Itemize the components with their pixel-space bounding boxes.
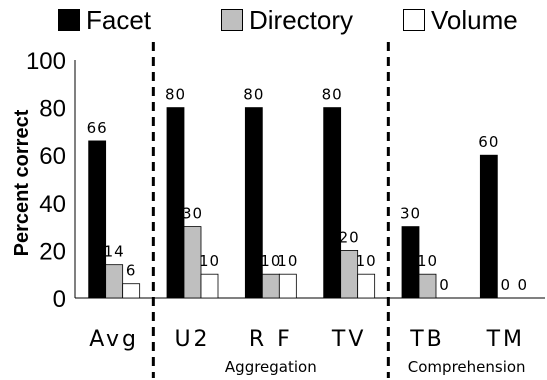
data-label-directory: 14: [104, 243, 125, 261]
x-tick-label: Avg: [89, 327, 139, 352]
data-label-facet: 80: [165, 86, 186, 104]
bar-directory-tb: [418, 273, 437, 299]
data-label-facet: 30: [400, 205, 421, 223]
data-label-directory: 10: [417, 252, 438, 270]
bar-volume-tv: [357, 273, 376, 299]
data-label-facet: 80: [322, 86, 343, 104]
y-tick-label: 80: [39, 96, 66, 123]
bar-facet-tb: [401, 226, 420, 299]
data-label-facet: 60: [478, 133, 499, 151]
data-label-volume: 0: [439, 276, 450, 294]
bar-facet-rf: [244, 107, 263, 299]
x-tick-label: R F: [249, 327, 293, 352]
y-tick-label: 60: [39, 143, 66, 170]
bar-volume-rf: [278, 273, 297, 299]
x-tick-label: TM: [486, 327, 525, 352]
y-tick-label: 20: [39, 238, 66, 265]
x-tick-label: TV: [331, 327, 367, 352]
bar-volume-avg: [122, 283, 141, 299]
data-label-directory: 10: [260, 252, 281, 270]
bar-volume-u2: [200, 273, 219, 299]
y-tick-label: 0: [53, 286, 66, 313]
bar-directory-u2: [183, 226, 202, 299]
data-label-volume: 10: [199, 252, 220, 270]
bar-facet-u2: [166, 107, 185, 299]
bar-facet-tv: [323, 107, 342, 299]
data-label-directory: 20: [339, 228, 360, 246]
bar-facet-avg: [88, 140, 107, 299]
data-label-volume: 10: [277, 252, 298, 270]
bar-directory-avg: [105, 264, 124, 299]
bar-facet-tm: [479, 154, 498, 299]
group-label-comprehension: Comprehension: [408, 358, 526, 376]
y-axis-title: Percent correct: [11, 109, 33, 256]
y-tick-label: 40: [39, 191, 66, 218]
data-label-volume: 6: [126, 262, 137, 280]
data-label-directory: 0: [501, 276, 512, 294]
data-label-volume: 10: [356, 252, 377, 270]
data-label-facet: 66: [87, 119, 108, 137]
bar-directory-rf: [261, 273, 280, 299]
data-label-directory: 30: [182, 205, 203, 223]
x-tick-label: U2: [174, 327, 210, 352]
group-label-aggregation: Aggregation: [225, 358, 317, 376]
x-tick-label: TB: [409, 327, 445, 352]
data-label-volume: 0: [518, 276, 529, 294]
data-label-facet: 80: [243, 86, 264, 104]
y-tick-label: 100: [26, 48, 66, 75]
